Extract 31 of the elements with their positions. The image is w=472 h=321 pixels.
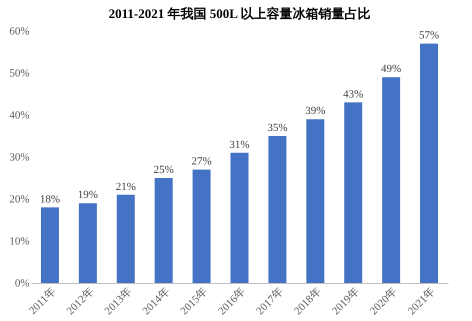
y-tick-label: 30% <box>9 152 30 164</box>
data-label: 18% <box>40 193 60 206</box>
data-label: 27% <box>192 156 212 168</box>
y-tick-label: 20% <box>9 194 30 206</box>
data-label: 21% <box>116 180 136 193</box>
chart-title: 2011-2021 年我国 500L 以上容量冰箱销量占比 <box>108 6 370 21</box>
y-tick-label: 40% <box>9 110 30 122</box>
data-label: 39% <box>305 105 326 118</box>
bar <box>306 119 324 283</box>
bar <box>230 152 248 283</box>
x-tick-label: 2011年 <box>26 286 58 318</box>
bar <box>192 170 211 283</box>
data-label: 31% <box>229 138 250 151</box>
data-label: 25% <box>154 164 174 176</box>
y-tick-label: 50% <box>9 68 30 80</box>
data-label: 19% <box>78 189 98 202</box>
bar <box>154 178 173 283</box>
bar <box>344 102 362 283</box>
bar <box>78 203 97 283</box>
bar <box>382 77 400 283</box>
data-label: 57% <box>418 30 440 42</box>
y-tick-label: 10% <box>9 236 30 248</box>
bar <box>420 44 438 283</box>
data-label: 49% <box>381 63 402 76</box>
bar <box>268 136 286 283</box>
bar <box>116 194 135 283</box>
y-tick-label: 0% <box>14 278 30 290</box>
data-label: 43% <box>343 88 364 100</box>
bar <box>40 207 59 283</box>
data-label: 35% <box>267 122 288 134</box>
y-tick-label: 60% <box>9 26 30 38</box>
